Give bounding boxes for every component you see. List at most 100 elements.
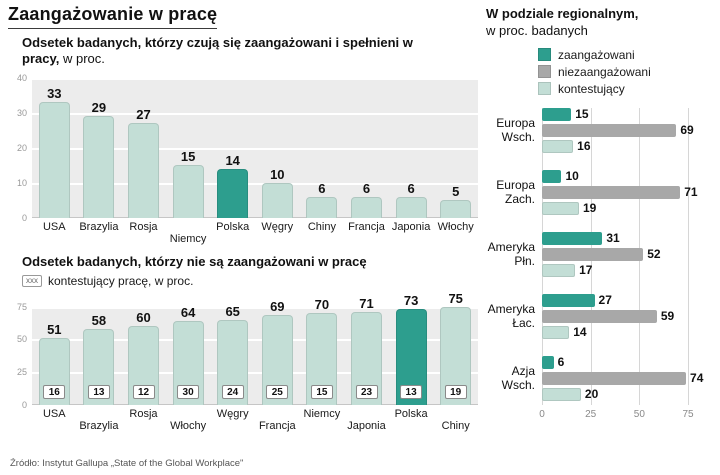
y-axis-tick: 25	[16, 367, 27, 378]
contesting-value: 15	[310, 384, 333, 399]
x-label-Włochy: Włochy	[437, 220, 474, 233]
x-label-Chiny: Chiny	[307, 220, 336, 233]
engaged-bar-chart: 0 10 20 30 40 33 USA 29 Brazylia 27 Rosja 15 Niemcy 1…	[8, 72, 478, 248]
bar-value: 5	[452, 184, 460, 199]
x-label-Rosja: Rosja	[129, 407, 158, 420]
bar-zaangazowani	[542, 107, 572, 121]
bar-value: 27	[136, 107, 151, 122]
bar-value: 64	[180, 305, 196, 321]
bar-niezaangazowani	[542, 309, 657, 323]
region-label-line: Europa	[496, 115, 535, 130]
contesting-legend: xxx kontestujący pracę, w proc.	[22, 274, 482, 288]
region-label-line: Ameryka	[487, 239, 535, 254]
bar-value: 33	[47, 86, 62, 101]
region-label-line: Ameryka	[487, 301, 535, 316]
x-label-Niemcy: Niemcy	[303, 407, 341, 420]
legend-item-contesting: kontestujący	[538, 82, 714, 96]
left-column: Zaangażowanie w pracę Odsetek badanych, …	[8, 4, 482, 435]
y-axis-tick: 40	[16, 72, 27, 83]
bar-value: 16	[577, 138, 591, 153]
x-label-Francja: Francja	[348, 220, 385, 233]
bar-value: 19	[582, 200, 597, 215]
engaged-chart-title: Odsetek badanych, którzy czują się zaang…	[22, 35, 442, 68]
y-axis-tick: 20	[16, 142, 27, 153]
region-label-line: Wsch.	[501, 129, 535, 144]
legend-item-not-engaged: niezaangażowani	[538, 65, 714, 79]
y-axis-tick: 75	[16, 301, 27, 312]
bar-value: 74	[690, 370, 704, 385]
gridline	[32, 372, 478, 375]
bar-niezaangazowani	[542, 371, 687, 385]
bar-Francja	[351, 196, 382, 218]
engaged-chart-section: Odsetek badanych, którzy czują się zaang…	[8, 35, 482, 248]
bar-Niemcy	[172, 165, 204, 218]
bar-Brazylia	[83, 116, 115, 218]
bar-value: 69	[270, 298, 285, 314]
y-axis-tick: 50	[16, 334, 27, 345]
bar-zaangazowani	[542, 293, 595, 307]
bar-value: 29	[91, 100, 107, 115]
x-axis-tick: 25	[585, 408, 597, 420]
bar-Węgry	[261, 182, 293, 218]
gridline	[32, 182, 478, 185]
bar-value: 20	[584, 386, 599, 401]
region-label: Europa Zach.	[486, 178, 535, 206]
bar-value: 71	[359, 295, 374, 311]
gridline	[32, 147, 478, 150]
engaged-chart-title-note: w proc.	[62, 51, 105, 67]
not-engaged-swatch-icon	[538, 65, 551, 79]
regional-chart-title-note: w proc. badanych	[486, 22, 588, 38]
x-label-Włochy: Włochy	[170, 419, 207, 432]
bar-value: 6	[557, 354, 565, 369]
contesting-value: 13	[400, 384, 423, 399]
not-engaged-chart-section: Odsetek badanych, którzy nie są zaangażo…	[8, 254, 482, 435]
bar-zaangazowani	[542, 169, 562, 183]
contesting-value: 16	[43, 384, 66, 399]
bar-value: 65	[225, 303, 240, 319]
gridline	[32, 339, 478, 342]
region-label-line: Wsch.	[501, 377, 535, 392]
regional-legend: zaangażowani niezaangażowani kontestując…	[486, 48, 714, 96]
x-label-USA: USA	[42, 407, 66, 420]
source-note: Źródło: Instytut Gallupa „State of the G…	[10, 458, 244, 469]
bar-Włochy	[440, 200, 472, 218]
bar-value: 73	[403, 293, 419, 309]
contesting-value: 19	[444, 384, 467, 399]
region-label: Azja Wsch.	[486, 364, 535, 392]
region-label-line: Azja	[511, 363, 535, 378]
bar-value: 31	[606, 230, 620, 245]
contesting-swatch-icon	[538, 82, 551, 96]
legend-item-engaged: zaangażowani	[538, 48, 714, 62]
bar-Chiny	[306, 196, 338, 218]
bar-kontestujacy	[542, 201, 579, 215]
x-axis-tick: 0	[539, 408, 545, 420]
not-engaged-bar-chart: 0 25 50 75 51 16 USA 58 13 Brazylia 60 12 Rosja 64 30 W…	[8, 291, 478, 435]
gridline	[32, 306, 478, 309]
contesting-key-box: xxx	[22, 274, 42, 287]
x-label-Węgry: Węgry	[261, 220, 294, 233]
bar-value: 14	[225, 152, 240, 168]
not-engaged-chart-title: Odsetek badanych, którzy nie są zaangażo…	[22, 254, 442, 270]
bar-USA	[38, 102, 70, 218]
x-axis-tick: 75	[682, 408, 694, 420]
bar-value: 6	[407, 180, 415, 196]
regional-horizontal-bar-chart: 0 25 50 75 Europa Wsch. 15 69 16 Europa Zach. 10 71 1…	[486, 106, 708, 424]
bar-value: 27	[598, 292, 612, 307]
bar-kontestujacy	[542, 263, 576, 277]
right-column: W podziale regionalnym, w proc. badanych…	[482, 4, 714, 435]
bar-kontestujacy	[542, 139, 574, 153]
bar-value: 70	[314, 297, 330, 313]
bar-kontestujacy	[542, 387, 581, 401]
bar-value: 15	[575, 106, 589, 121]
bar-zaangazowani	[542, 231, 603, 245]
bar-value: 10	[270, 166, 285, 182]
gridline	[688, 107, 689, 405]
x-label-Japonia: Japonia	[391, 220, 431, 233]
bar-value: 51	[47, 322, 62, 338]
x-label-Francja: Francja	[258, 419, 296, 432]
x-label-Brazylia: Brazylia	[79, 220, 119, 233]
bar-value: 10	[565, 168, 579, 183]
contesting-legend-label: kontestujący pracę, w proc.	[48, 273, 194, 288]
legend-label-engaged: zaangażowani	[558, 47, 635, 62]
